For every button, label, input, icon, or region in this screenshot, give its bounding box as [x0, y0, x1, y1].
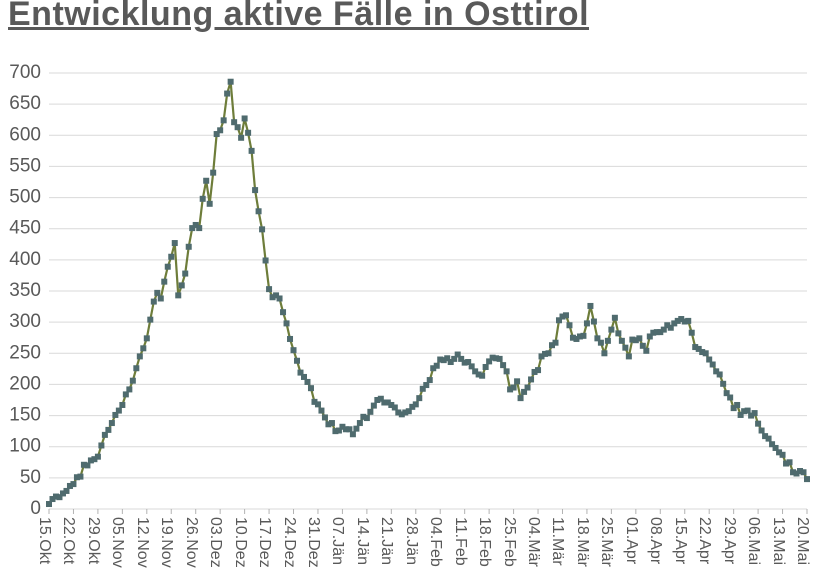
- svg-text:350: 350: [9, 280, 41, 301]
- svg-text:400: 400: [9, 249, 41, 270]
- svg-text:250: 250: [9, 342, 41, 363]
- svg-text:150: 150: [9, 405, 41, 426]
- svg-text:700: 700: [9, 62, 41, 83]
- svg-text:600: 600: [9, 124, 41, 145]
- svg-text:550: 550: [9, 155, 41, 176]
- svg-text:50: 50: [20, 467, 41, 488]
- svg-text:100: 100: [9, 436, 41, 457]
- svg-text:300: 300: [9, 311, 41, 332]
- svg-text:500: 500: [9, 187, 41, 208]
- svg-text:650: 650: [9, 93, 41, 114]
- svg-text:0: 0: [30, 498, 41, 519]
- svg-text:200: 200: [9, 373, 41, 394]
- svg-text:450: 450: [9, 218, 41, 239]
